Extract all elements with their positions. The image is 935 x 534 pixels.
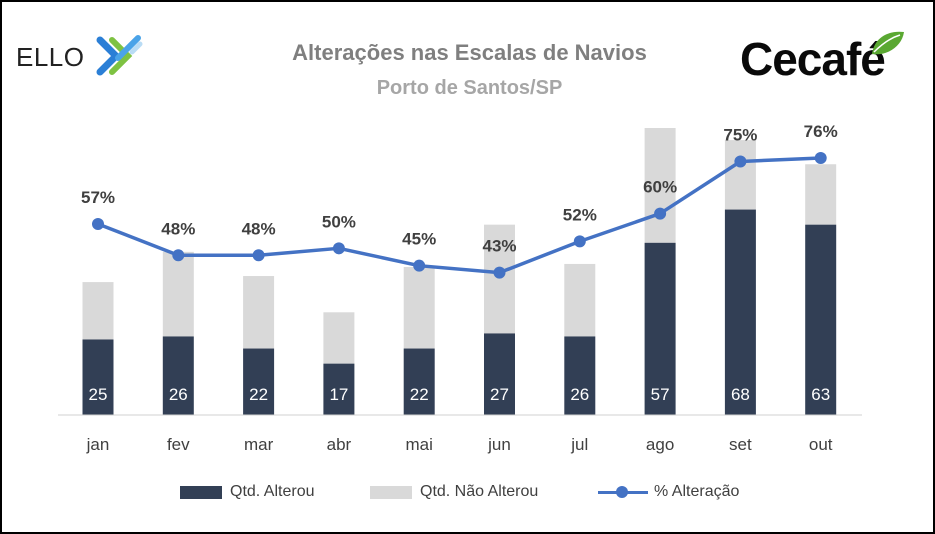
legend-item-altered: Qtd. Alterou [180, 480, 315, 504]
bar-value-label-set: 68 [731, 385, 750, 404]
bar-not-altered-jan [82, 282, 114, 340]
x-tick-label-jun: jun [487, 435, 511, 454]
ello-x-mark-icon [96, 35, 143, 76]
pct-label-mai: 45% [402, 230, 436, 249]
bar-not-altered-jun [484, 224, 515, 334]
bar-value-label-out: 63 [811, 385, 830, 404]
bar-value-label-jun: 27 [490, 385, 509, 404]
pct-point-abr [332, 242, 345, 255]
x-tick-label-fev: fev [167, 435, 190, 454]
bar-value-label-fev: 26 [169, 385, 188, 404]
pct-alteracao-line [97, 156, 821, 275]
x-tick-label-abr: abr [327, 435, 352, 454]
bar-not-altered-ago [644, 128, 676, 243]
pct-label-out: 76% [804, 122, 838, 141]
ello-logo: ELLO [16, 32, 156, 80]
bar-not-altered-set [724, 140, 756, 210]
bar-altered-mai [403, 348, 435, 415]
pct-label-abr: 50% [322, 212, 356, 231]
x-tick-label-out: out [809, 435, 833, 454]
legend-swatch-altered [180, 485, 222, 499]
pct-point-fev [172, 249, 185, 262]
x-tick-label-jul: jul [570, 435, 588, 454]
labels-layer: 25 jan 26 fev 22 mar 17 abr 22 mai 27 jun 26 jul 57 ago… [81, 122, 838, 454]
legend-item-not-altered: Qtd. Não Alterou [370, 480, 538, 504]
bar-value-label-ago: 57 [651, 385, 670, 404]
x-tick-label-ago: ago [646, 435, 674, 454]
bar-not-altered-jul [564, 263, 596, 337]
bar-altered-jun [484, 333, 515, 415]
bar-value-label-jan: 25 [89, 385, 108, 404]
pct-point-ago [654, 207, 667, 220]
x-tick-label-jan: jan [86, 435, 110, 454]
pct-label-jul: 52% [563, 205, 597, 224]
bar-altered-ago [644, 242, 676, 415]
bar-value-label-jul: 26 [570, 385, 589, 404]
pct-point-set [734, 155, 747, 168]
bar-not-altered-mar [243, 276, 275, 349]
coffee-leaf-icon [872, 31, 904, 55]
pct-point-out [814, 152, 827, 164]
pct-label-fev: 48% [161, 219, 195, 238]
bar-value-label-mar: 22 [249, 385, 268, 404]
bar-not-altered-abr [323, 312, 355, 364]
legend-label-not-altered: Qtd. Não Alterou [420, 483, 539, 500]
pct-label-set: 75% [723, 125, 757, 144]
bar-not-altered-mai [403, 266, 435, 349]
line-layer [92, 152, 827, 279]
pct-point-jul [573, 235, 586, 248]
legend-label-altered: Qtd. Alterou [230, 483, 315, 500]
cecafe-logo-text: Cecafé [740, 33, 886, 85]
chart-title: Alterações nas Escalas de Navios [292, 40, 647, 65]
x-tick-label-set: set [729, 435, 752, 454]
x-tick-label-mar: mar [244, 435, 274, 454]
chart-subtitle: Porto de Santos/SP [376, 77, 563, 99]
x-tick-label-mai: mai [405, 435, 432, 454]
bar-altered-jan [82, 339, 114, 415]
bar-altered-abr [323, 363, 355, 415]
pct-label-ago: 60% [643, 178, 677, 197]
bar-altered-out [805, 224, 837, 415]
bar-altered-mar [243, 348, 275, 415]
pct-point-jun [493, 266, 506, 279]
bars-layer [82, 128, 837, 415]
bar-altered-jul [564, 336, 596, 415]
pct-point-jan [92, 218, 104, 230]
ello-logo-text: ELLO [16, 42, 85, 72]
bar-value-label-abr: 17 [329, 385, 348, 404]
pct-label-mar: 48% [242, 219, 276, 238]
bar-value-label-mai: 22 [410, 385, 429, 404]
legend-label-pct: % Alteração [654, 483, 740, 500]
pct-label-jun: 43% [482, 237, 516, 256]
legend-swatch-pct [598, 485, 648, 499]
pct-label-jan: 57% [81, 188, 115, 207]
bar-altered-fev [162, 336, 194, 415]
bar-not-altered-out [805, 164, 837, 225]
bar-altered-set [724, 209, 756, 415]
legend-swatch-not-altered [370, 485, 412, 499]
pct-point-mar [252, 249, 265, 262]
pct-point-mai [413, 259, 426, 272]
legend-item-pct: % Alteração [598, 480, 739, 504]
cecafe-logo: Cecafé [740, 26, 915, 88]
bar-not-altered-fev [162, 251, 194, 337]
